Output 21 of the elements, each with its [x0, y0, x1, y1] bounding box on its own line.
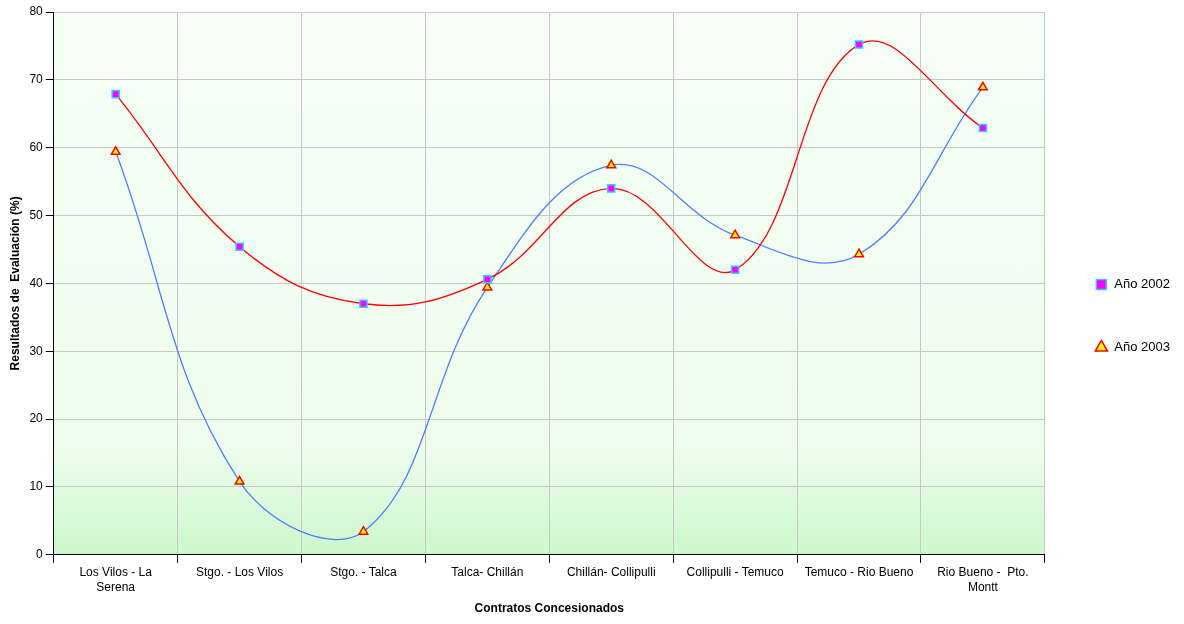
y-tick-label: 10 — [29, 479, 44, 494]
legend-label: Año 2002 — [1114, 276, 1171, 292]
y-axis-title: Resultados de Evaluación (%) — [7, 196, 22, 371]
x-tick-label: Los Vilos - La Serena — [79, 565, 153, 594]
y-tick-label: 0 — [36, 547, 44, 562]
y-tick-label: 40 — [29, 275, 44, 290]
y-tick-label: 60 — [29, 140, 44, 155]
y-tick-label: 70 — [29, 72, 44, 87]
y-tick-label: 20 — [29, 411, 44, 426]
x-tick-label: Stgo. - Talca — [330, 565, 398, 580]
legend-label: Año 2003 — [1114, 339, 1171, 355]
y-tick-label: 50 — [29, 207, 44, 222]
y-tick-label: 30 — [29, 343, 44, 358]
x-tick-label: Chillán- Collipulli — [566, 565, 656, 580]
x-tick-label: Collipulli - Temuco — [686, 565, 785, 580]
x-tick-label: Temuco - Rio Bueno — [804, 565, 914, 580]
x-tick-label: Stgo. - Los Vilos — [195, 565, 284, 580]
x-tick-label: Talca- Chillán — [451, 565, 524, 580]
y-tick-label: 80 — [29, 4, 44, 19]
x-tick-label: Rio Bueno - Pto. Montt — [937, 565, 1029, 594]
x-axis-title: Contratos Concesionados — [474, 601, 625, 616]
